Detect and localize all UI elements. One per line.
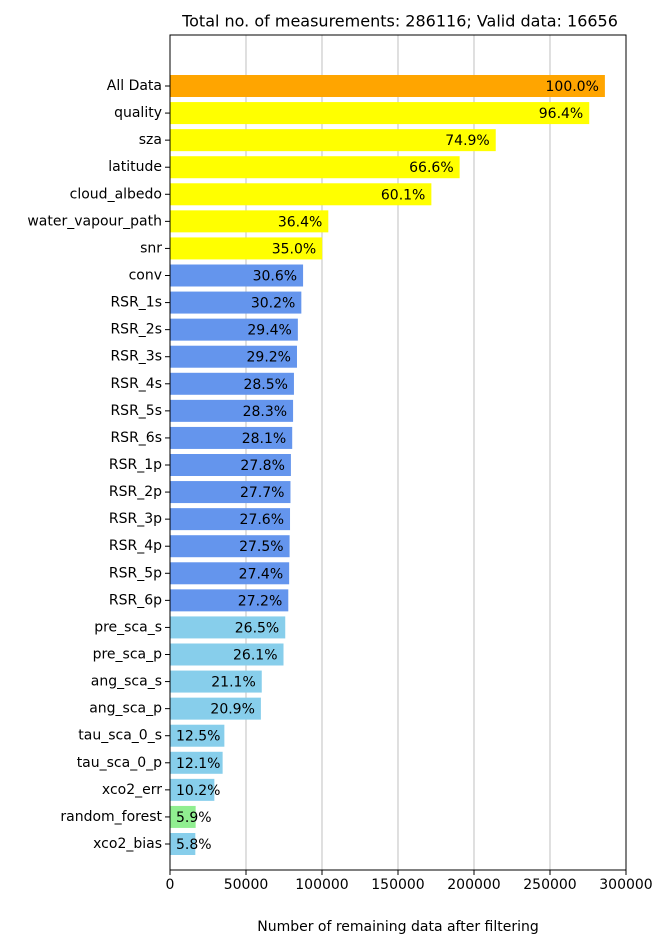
y-tick-label: water_vapour_path xyxy=(27,213,162,229)
bar xyxy=(170,454,291,476)
value-label: 28.1% xyxy=(242,431,286,447)
value-label: 21.1% xyxy=(211,675,255,691)
y-tick-label: pre_sca_p xyxy=(93,647,163,663)
y-tick-label: RSR_4p xyxy=(109,538,162,554)
value-label: 26.5% xyxy=(235,620,279,636)
bar xyxy=(170,129,496,152)
value-label: 36.4% xyxy=(278,214,322,230)
y-tick-label: latitude xyxy=(108,159,162,175)
y-tick-label: RSR_3s xyxy=(110,349,162,365)
x-tick-label: 250000 xyxy=(523,877,576,893)
bar xyxy=(170,399,294,422)
bar xyxy=(170,183,432,206)
value-label: 100.0% xyxy=(546,79,599,95)
value-label: 26.1% xyxy=(233,648,277,664)
value-label: 30.6% xyxy=(253,269,297,285)
value-label: 27.8% xyxy=(240,458,284,474)
value-label: 27.6% xyxy=(240,512,284,528)
bar xyxy=(170,291,302,314)
x-tick-label: 300000 xyxy=(599,877,652,893)
bar xyxy=(170,670,262,693)
bar xyxy=(170,535,290,558)
bar xyxy=(170,508,291,531)
value-label: 5.9% xyxy=(176,810,212,826)
value-label: 27.5% xyxy=(239,539,283,555)
value-label: 30.2% xyxy=(251,296,295,312)
value-label: 96.4% xyxy=(539,106,583,122)
y-tick-label: RSR_1s xyxy=(110,295,162,311)
value-label: 29.2% xyxy=(247,350,291,366)
value-label: 27.4% xyxy=(239,566,283,582)
y-tick-label: RSR_2s xyxy=(110,322,162,338)
value-label: 27.2% xyxy=(238,593,282,609)
bar xyxy=(170,833,196,855)
y-tick-label: quality xyxy=(114,105,162,121)
bar xyxy=(170,643,284,666)
bar xyxy=(170,751,223,774)
value-label: 20.9% xyxy=(210,702,254,718)
bar xyxy=(170,562,290,585)
y-tick-label: tau_sca_0_p xyxy=(77,755,162,771)
bar xyxy=(170,75,605,97)
x-tick-label: 200000 xyxy=(447,877,500,893)
y-tick-label: tau_sca_0_s xyxy=(78,728,162,744)
value-label: 66.6% xyxy=(409,160,453,176)
y-tick-label: RSR_3p xyxy=(109,511,162,527)
value-label: 5.8% xyxy=(176,837,212,853)
y-tick-label: RSR_6s xyxy=(110,430,162,446)
value-label: 74.9% xyxy=(445,133,489,149)
value-label: 29.4% xyxy=(247,323,291,339)
y-tick-label: random_forest xyxy=(60,809,162,825)
bar xyxy=(170,156,460,179)
y-tick-label: conv xyxy=(129,268,162,284)
value-label: 10.2% xyxy=(176,783,220,799)
bar xyxy=(170,345,297,368)
y-tick-label: RSR_5p xyxy=(109,565,162,581)
y-tick-label: RSR_2p xyxy=(109,484,162,500)
y-tick-label: pre_sca_s xyxy=(94,619,162,635)
bars xyxy=(170,75,605,855)
x-axis-label: Number of remaining data after filtering xyxy=(257,919,539,935)
bar xyxy=(170,102,590,125)
bar xyxy=(170,697,261,720)
bar xyxy=(170,318,298,341)
y-tick-label: RSR_1p xyxy=(109,457,162,473)
bar xyxy=(170,372,294,395)
y-tick-label: cloud_albedo xyxy=(70,186,162,202)
bar xyxy=(170,264,304,287)
y-tick-label: snr xyxy=(140,240,162,256)
bar xyxy=(170,589,289,612)
y-tick-label: xco2_err xyxy=(102,782,162,798)
bar xyxy=(170,805,196,828)
y-tick-label: xco2_bias xyxy=(93,836,162,852)
x-tick-label: 50000 xyxy=(224,877,269,893)
value-label: 12.1% xyxy=(176,756,220,772)
x-tick-label: 100000 xyxy=(295,877,348,893)
value-label: 28.5% xyxy=(243,377,287,393)
y-tick-label: sza xyxy=(139,132,162,148)
value-label: 35.0% xyxy=(272,241,316,257)
y-tick-label: ang_sca_s xyxy=(91,674,162,690)
y-tick-label: All Data xyxy=(107,78,162,94)
value-label: 12.5% xyxy=(176,729,220,745)
x-tick-label: 0 xyxy=(166,877,175,893)
chart-title: Total no. of measurements: 286116; Valid… xyxy=(181,12,618,31)
bar xyxy=(170,237,323,260)
value-label: 27.7% xyxy=(240,485,284,501)
bar xyxy=(170,210,329,233)
bar xyxy=(170,481,291,504)
bar xyxy=(170,616,286,639)
bar xyxy=(170,778,215,801)
y-tick-label: RSR_6p xyxy=(109,592,162,608)
y-tick-label: ang_sca_p xyxy=(89,701,162,717)
value-label: 28.3% xyxy=(243,404,287,420)
y-tick-label: RSR_4s xyxy=(110,376,162,392)
value-label: 60.1% xyxy=(381,187,425,203)
y-tick-label: RSR_5s xyxy=(110,403,162,419)
bar xyxy=(170,724,225,747)
bar xyxy=(170,426,293,449)
x-tick-label: 150000 xyxy=(371,877,424,893)
